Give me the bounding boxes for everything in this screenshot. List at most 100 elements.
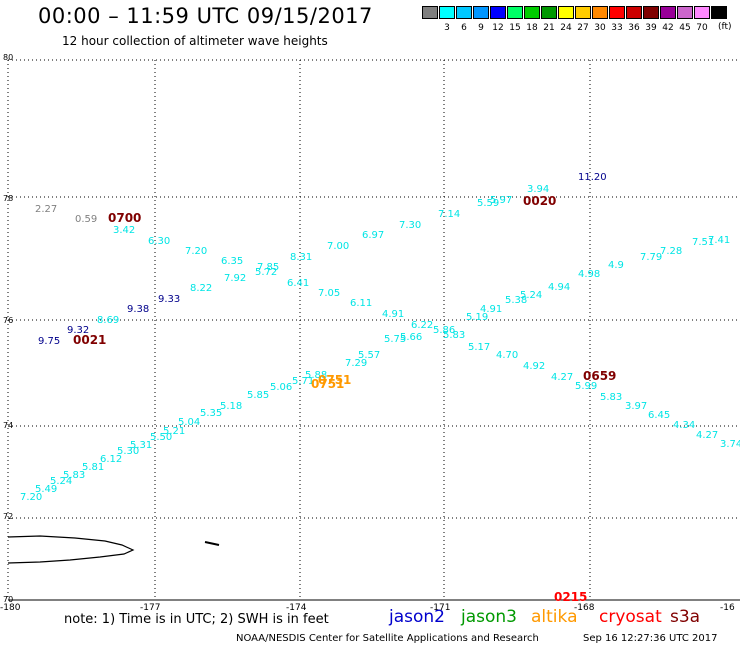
scale-swatch: [439, 6, 455, 19]
wave-height-label: 7.30: [399, 220, 421, 231]
wave-height-label: 3.74: [720, 439, 740, 450]
scale-tick-label: 45: [679, 23, 691, 33]
wave-height-label: 7.29: [345, 358, 367, 369]
satellite-legend-item: s3a: [670, 607, 701, 627]
scale-tick-label: 21: [543, 23, 555, 33]
wave-height-label: 7.00: [327, 241, 349, 252]
wave-height-label: 5.24: [520, 290, 542, 301]
scale-tick-label: 18: [526, 23, 538, 33]
wave-height-label: 5.83: [443, 330, 465, 341]
scale-tick-label: 9: [478, 23, 484, 33]
wave-height-label: 5.18: [220, 401, 242, 412]
wave-height-label: 7.20: [20, 492, 42, 503]
footer-note: note: 1) Time is in UTC; 2) SWH is in fe…: [64, 612, 329, 627]
wave-height-label: 5.97: [490, 195, 512, 206]
wave-height-label: 5.21: [163, 426, 185, 437]
wave-height-label: 5.19: [466, 312, 488, 323]
observations-layer: 2.27 0.59 3.42 6.30 7.20 6.35 7.92 7.855.72 8.31…: [20, 172, 740, 503]
wave-height-label: 5.75: [384, 334, 406, 345]
scale-swatch: [694, 6, 710, 19]
scale-swatch: [524, 6, 540, 19]
wave-height-label: 8.22: [190, 283, 212, 294]
wave-height-label: 5.72: [255, 267, 277, 278]
scale-swatch: [558, 6, 574, 19]
latitude-label: 74: [3, 421, 13, 430]
wave-height-label: 4.27: [696, 430, 718, 441]
wave-height-label: 5.24: [50, 476, 72, 487]
wave-height-label: 7.85: [257, 262, 279, 273]
wave-height-label: 6.45: [648, 410, 670, 421]
wave-height-label: 7.51: [692, 237, 714, 248]
wave-height-label: 5.81: [82, 462, 104, 473]
wave-height-label: 9.75: [38, 336, 60, 347]
wave-height-label: 11.20: [578, 172, 607, 183]
wave-height-label: 7.92: [224, 273, 246, 284]
wave-height-label: 7.05: [318, 288, 340, 299]
scale-tick-label: 70: [696, 23, 708, 33]
island-coastline: [7, 535, 135, 564]
wave-height-label: 5.30: [117, 446, 139, 457]
wave-height-label: 3.97: [625, 401, 647, 412]
time-stamp-label: 0215: [554, 590, 587, 604]
map-grid: [7, 59, 740, 601]
scale-tick-label: 30: [594, 23, 606, 33]
scale-tick-label: 6: [461, 23, 467, 33]
longitude-label: -171: [430, 603, 450, 613]
map-title: 00:00 – 11:59 UTC 09/15/2017: [38, 4, 373, 28]
wave-height-label: 6.35: [221, 256, 243, 267]
wave-height-label: 5.83: [63, 470, 85, 481]
wave-height-label: 6.11: [350, 298, 372, 309]
scale-swatch: [609, 6, 625, 19]
scale-tick-label: 39: [645, 23, 657, 33]
longitude-label: -177: [140, 603, 160, 613]
wave-height-label: 9.38: [127, 304, 149, 315]
wave-height-label: 5.06: [270, 382, 292, 393]
time-stamp-label: 0700: [108, 211, 141, 225]
scale-tick-label: 27: [577, 23, 589, 33]
wave-height-label: 5.71: [292, 376, 314, 387]
scale-swatch: [456, 6, 472, 19]
wave-height-label: 2.27: [35, 204, 57, 215]
wave-height-label: 4.70: [496, 350, 518, 361]
wave-height-label: 9.33: [158, 294, 180, 305]
scale-swatch: [677, 6, 693, 19]
satellite-legend-item: altika: [531, 607, 578, 627]
satellite-legend-item: cryosat: [599, 607, 662, 627]
scale-swatch: [541, 6, 557, 19]
wave-height-label: 4.94: [548, 282, 570, 293]
wave-height-label: 6.41: [287, 278, 309, 289]
time-stamp-label: 0020: [523, 194, 556, 208]
wave-height-label: 5.99: [575, 381, 597, 392]
wave-height-label: 7.79: [640, 252, 662, 263]
time-stamp-label: 0659: [583, 369, 616, 383]
scale-tick-label: 33: [611, 23, 623, 33]
wave-height-label: 4.91: [480, 304, 502, 315]
wave-height-label: 7.20: [185, 246, 207, 257]
wave-height-label: 6.97: [362, 230, 384, 241]
wave-height-label: 5.59: [477, 198, 499, 209]
coastline: [7, 535, 220, 564]
islet-coastline: [204, 541, 220, 546]
wave-height-label: 7.28: [660, 246, 682, 257]
scale-tick-label: 36: [628, 23, 640, 33]
wave-height-label: 5.83: [600, 392, 622, 403]
scale-swatch: [626, 6, 642, 19]
scale-swatch: [473, 6, 489, 19]
wave-height-label: 4.9: [608, 260, 624, 271]
latitude-label: 70: [3, 595, 13, 604]
scale-swatch: [422, 6, 438, 19]
scale-swatch: [575, 6, 591, 19]
wave-height-label: 4.34: [673, 420, 695, 431]
map-subtitle: 12 hour collection of altimeter wave hei…: [62, 34, 328, 48]
wave-height-label: 4.98: [578, 269, 600, 280]
longitude-label: -174: [286, 603, 307, 613]
scale-swatch: [660, 6, 676, 19]
time-stamp-label: 0751: [311, 377, 344, 391]
scale-tick-label: 3: [444, 23, 450, 33]
wave-height-label: 9.32: [67, 325, 89, 336]
scale-tick-label: 15: [509, 23, 521, 33]
longitude-label: -180: [0, 603, 21, 613]
time-stamp-label: 0751: [318, 373, 351, 387]
wave-height-label: 5.50: [150, 432, 172, 443]
